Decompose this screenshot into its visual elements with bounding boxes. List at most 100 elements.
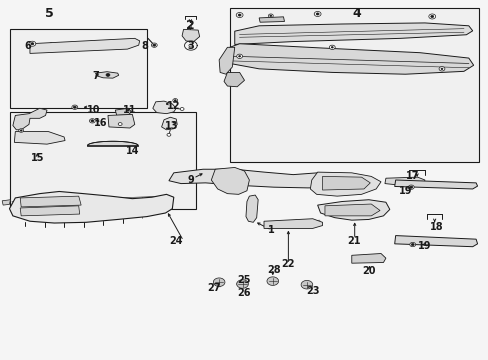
Circle shape	[89, 119, 95, 123]
Text: 10: 10	[86, 105, 100, 115]
Circle shape	[409, 242, 415, 247]
Text: 19: 19	[417, 241, 431, 251]
Text: 21: 21	[347, 236, 360, 246]
Polygon shape	[182, 30, 199, 42]
Circle shape	[106, 73, 110, 76]
Polygon shape	[2, 200, 10, 205]
Text: 16: 16	[94, 118, 107, 128]
Text: 15: 15	[30, 153, 44, 163]
Circle shape	[174, 100, 176, 101]
Polygon shape	[394, 180, 477, 189]
Text: 25: 25	[237, 275, 251, 285]
Circle shape	[407, 185, 413, 189]
Circle shape	[188, 44, 192, 47]
Polygon shape	[87, 141, 138, 145]
Polygon shape	[213, 278, 224, 287]
Text: 24: 24	[169, 236, 183, 246]
Circle shape	[73, 106, 76, 108]
Circle shape	[236, 13, 243, 18]
Circle shape	[430, 15, 433, 18]
Bar	[10, 112, 195, 209]
Text: 26: 26	[237, 288, 251, 298]
Text: 6: 6	[24, 41, 31, 50]
Polygon shape	[96, 72, 119, 78]
Polygon shape	[224, 72, 244, 87]
Text: 20: 20	[361, 266, 375, 276]
Polygon shape	[161, 117, 177, 130]
Polygon shape	[30, 39, 140, 53]
Text: 8: 8	[141, 41, 148, 50]
Polygon shape	[20, 196, 81, 207]
Circle shape	[166, 134, 170, 136]
Circle shape	[410, 243, 413, 246]
Circle shape	[236, 54, 242, 58]
Polygon shape	[168, 169, 370, 188]
Circle shape	[269, 15, 271, 17]
Circle shape	[438, 67, 444, 71]
Circle shape	[153, 44, 156, 46]
Circle shape	[172, 99, 177, 102]
Polygon shape	[115, 108, 131, 116]
Circle shape	[440, 68, 442, 69]
Circle shape	[72, 105, 78, 109]
Text: 3: 3	[187, 41, 194, 50]
Polygon shape	[310, 172, 380, 196]
Circle shape	[409, 186, 412, 188]
Polygon shape	[9, 192, 173, 223]
Polygon shape	[13, 108, 47, 130]
Circle shape	[329, 45, 334, 49]
Circle shape	[316, 13, 319, 15]
Circle shape	[31, 42, 34, 45]
Text: 9: 9	[187, 175, 194, 185]
Circle shape	[330, 46, 332, 48]
Circle shape	[29, 41, 36, 46]
Text: 27: 27	[207, 283, 221, 293]
Circle shape	[91, 120, 94, 122]
Circle shape	[118, 123, 122, 126]
Text: 1: 1	[267, 225, 274, 235]
Polygon shape	[236, 280, 248, 288]
Circle shape	[268, 14, 273, 18]
Polygon shape	[351, 253, 385, 263]
Text: 2: 2	[186, 19, 195, 32]
Polygon shape	[108, 114, 135, 128]
Text: 5: 5	[45, 7, 54, 20]
Polygon shape	[211, 167, 249, 194]
Text: 17: 17	[405, 171, 419, 181]
Text: 14: 14	[125, 146, 139, 156]
Circle shape	[180, 108, 183, 111]
Text: 23: 23	[305, 286, 319, 296]
Circle shape	[238, 14, 241, 16]
Polygon shape	[153, 101, 176, 114]
Bar	[10, 30, 147, 108]
Text: 19: 19	[398, 186, 411, 196]
Polygon shape	[219, 47, 234, 74]
Polygon shape	[394, 235, 477, 247]
Polygon shape	[301, 280, 312, 289]
Polygon shape	[226, 44, 473, 74]
Text: 22: 22	[281, 259, 295, 269]
Text: 28: 28	[266, 265, 280, 275]
Polygon shape	[317, 200, 389, 220]
Text: 13: 13	[164, 121, 178, 131]
Text: 4: 4	[351, 7, 360, 20]
Text: 7: 7	[92, 71, 99, 81]
Polygon shape	[266, 277, 278, 285]
Text: 11: 11	[123, 105, 136, 115]
Polygon shape	[264, 219, 322, 228]
Bar	[229, 8, 478, 162]
Polygon shape	[245, 195, 258, 222]
Circle shape	[238, 55, 240, 57]
Text: 12: 12	[167, 102, 180, 112]
Circle shape	[20, 130, 22, 131]
Circle shape	[428, 14, 435, 19]
Polygon shape	[20, 206, 80, 216]
Circle shape	[314, 12, 321, 17]
Polygon shape	[234, 23, 472, 44]
Polygon shape	[14, 132, 65, 144]
Polygon shape	[384, 177, 424, 186]
Polygon shape	[259, 17, 284, 22]
Circle shape	[19, 129, 23, 132]
Circle shape	[151, 43, 157, 47]
Polygon shape	[322, 176, 369, 190]
